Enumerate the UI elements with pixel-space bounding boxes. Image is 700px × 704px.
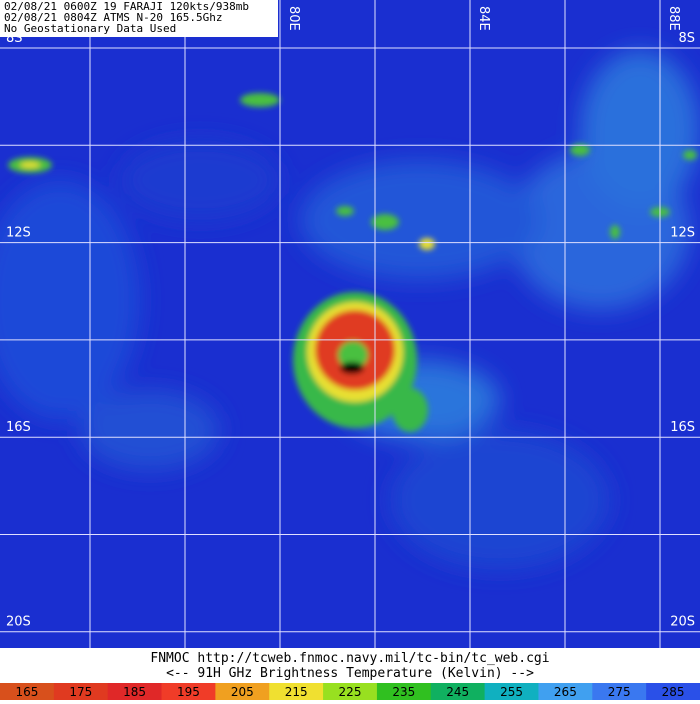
colorbar-swatch bbox=[376, 683, 432, 700]
colorbar-label: 175 bbox=[69, 685, 92, 699]
colorbar-label: 215 bbox=[285, 685, 308, 699]
footer-line: FNMOC http://tcweb.fnmoc.navy.mil/tc-bin… bbox=[150, 651, 549, 666]
lon-label: 80E bbox=[286, 6, 301, 31]
header-box bbox=[0, 0, 278, 37]
colorbar-label: 225 bbox=[339, 685, 362, 699]
colorbar-label: 265 bbox=[554, 685, 577, 699]
lat-label: 20S bbox=[6, 615, 31, 630]
lat-label: 20S bbox=[670, 615, 695, 630]
colorbar-label: 255 bbox=[500, 685, 523, 699]
colorbar-label: 165 bbox=[15, 685, 38, 699]
colorbar-swatch bbox=[107, 683, 163, 700]
colorbar-label: 185 bbox=[123, 685, 146, 699]
colorbar-label: 235 bbox=[392, 685, 415, 699]
footer-line: <-- 91H GHz Brightness Temperature (Kelv… bbox=[166, 666, 534, 681]
header-line: No Geostationary Data Used bbox=[4, 22, 176, 35]
header-line: 02/08/21 0600Z 19 FARAJI 120kts/938mb bbox=[4, 0, 249, 13]
colorbar-label: 275 bbox=[608, 685, 631, 699]
colorbar-swatch bbox=[269, 683, 324, 700]
colorbar-swatch bbox=[646, 683, 700, 700]
lat-label: 8S bbox=[6, 31, 23, 46]
grid bbox=[0, 0, 700, 648]
colorbar-swatch bbox=[161, 683, 216, 700]
colorbar-swatch bbox=[592, 683, 647, 700]
header-line: 02/08/21 0804Z ATMS N-20 165.5Ghz bbox=[4, 11, 223, 24]
lat-label: 8S bbox=[678, 31, 695, 46]
colorbar-label: 195 bbox=[177, 685, 200, 699]
lon-label: 84E bbox=[476, 6, 491, 31]
colorbar-swatch bbox=[484, 683, 539, 700]
lat-label: 16S bbox=[6, 420, 31, 435]
colorbar-label: 285 bbox=[662, 685, 685, 699]
colorbar-swatch bbox=[215, 683, 270, 700]
lon-label: 88E bbox=[666, 6, 681, 31]
footer-box bbox=[0, 648, 700, 683]
colorbar-swatch bbox=[538, 683, 593, 700]
colorbar-label: 205 bbox=[231, 685, 254, 699]
colorbar-swatch bbox=[323, 683, 378, 700]
colorbar: 165 175 185 195 205 215 225 235 245 255 265 275 285 bbox=[0, 683, 700, 700]
colorbar-swatch bbox=[53, 683, 109, 700]
colorbar-swatch bbox=[0, 683, 55, 700]
lat-label: 16S bbox=[670, 420, 695, 435]
colorbar-label: 245 bbox=[446, 685, 469, 699]
colorbar-swatch bbox=[430, 683, 486, 700]
lat-label: 12S bbox=[6, 226, 31, 241]
lat-label: 12S bbox=[670, 226, 695, 241]
